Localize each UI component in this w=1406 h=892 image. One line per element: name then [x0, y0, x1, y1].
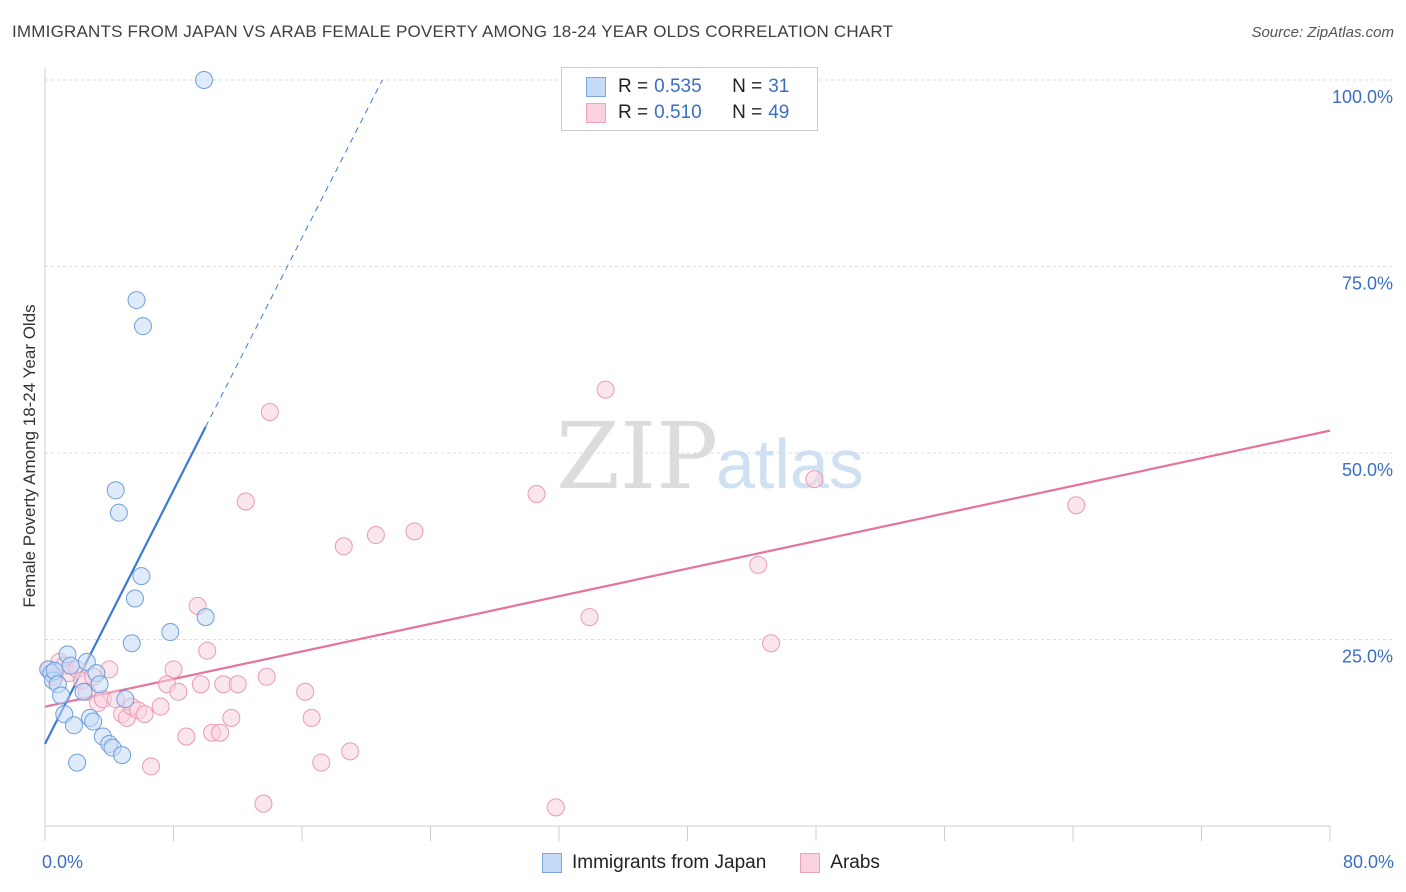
- y-tick-label: 25.0%: [1342, 647, 1393, 667]
- point-japan: [133, 317, 152, 336]
- trend-line-arabs: [44, 429, 1331, 708]
- point-japan: [195, 71, 214, 89]
- legend-n-label: N =: [732, 102, 763, 123]
- series-label-arabs: Arabs: [830, 852, 880, 873]
- point-arabs: [191, 675, 210, 694]
- point-arabs: [366, 526, 385, 545]
- chart-title: IMMIGRANTS FROM JAPAN VS ARAB FEMALE POV…: [12, 22, 894, 41]
- source-label: Source: ZipAtlas.com: [1251, 24, 1394, 41]
- point-japan: [161, 623, 180, 642]
- point-arabs: [546, 798, 565, 817]
- watermark-atlas: atlas: [716, 425, 864, 503]
- point-japan: [68, 753, 87, 772]
- point-japan: [127, 291, 146, 310]
- point-japan: [90, 675, 109, 694]
- y-tick-label: 50.0%: [1342, 460, 1393, 480]
- x-tick-label-max: 80.0%: [1342, 852, 1394, 872]
- point-japan: [109, 503, 128, 522]
- point-arabs: [164, 660, 183, 679]
- legend-r-label: R =: [618, 76, 649, 97]
- point-arabs: [596, 380, 615, 399]
- point-arabs: [296, 682, 315, 701]
- y-tick-label: 75.0%: [1342, 274, 1393, 294]
- point-arabs: [341, 742, 360, 761]
- series-swatch-arabs: [800, 853, 821, 873]
- series-legend: Immigrants from Japan Arabs: [542, 852, 914, 874]
- legend-swatch-arabs: [586, 103, 606, 123]
- point-japan: [113, 746, 132, 765]
- grid-lines: [45, 79, 1393, 640]
- point-arabs: [302, 708, 321, 727]
- series-legend-japan[interactable]: Immigrants from Japan: [542, 852, 766, 874]
- x-tick-label-min: 0.0%: [42, 852, 84, 872]
- point-arabs: [222, 708, 241, 727]
- point-japan: [122, 634, 141, 653]
- point-arabs: [228, 675, 247, 694]
- point-arabs: [142, 757, 161, 776]
- point-arabs: [198, 641, 217, 660]
- legend-row-arabs: R = 0.510 N = 49: [586, 101, 789, 125]
- y-tick-labels: 25.0% 50.0% 75.0% 100.0%: [1332, 87, 1393, 667]
- legend-row-japan: R = 0.535 N = 31: [586, 75, 789, 99]
- point-japan: [74, 682, 93, 701]
- point-japan: [61, 656, 80, 675]
- data-points: [39, 71, 1086, 817]
- series-swatch-japan: [542, 853, 562, 873]
- series-legend-arabs[interactable]: Arabs: [800, 852, 880, 874]
- point-arabs: [135, 705, 154, 724]
- legend-n-value-arabs: 49: [768, 102, 790, 123]
- legend-r-label: R =: [618, 102, 649, 123]
- point-arabs: [236, 492, 255, 511]
- point-japan: [125, 589, 144, 608]
- legend-n-label: N =: [732, 76, 763, 97]
- watermark: ZIP atlas: [556, 403, 864, 510]
- series-label-japan: Immigrants from Japan: [572, 852, 767, 873]
- point-arabs: [762, 634, 781, 653]
- point-arabs: [334, 537, 353, 556]
- point-arabs: [580, 608, 599, 627]
- point-japan: [64, 716, 83, 735]
- point-arabs: [257, 667, 276, 686]
- correlation-legend: R = 0.535 N = 31 R = 0.510 N = 49: [561, 67, 818, 131]
- point-japan: [116, 690, 135, 709]
- trend-line-japan: [44, 426, 207, 745]
- trend-line-japan-extension: [205, 79, 383, 428]
- trend-lines: [44, 79, 1331, 745]
- point-japan: [84, 712, 103, 731]
- point-arabs: [749, 555, 768, 574]
- legend-r-value-japan: 0.535: [654, 76, 702, 97]
- point-japan: [52, 686, 71, 705]
- watermark-zip: ZIP: [556, 403, 718, 510]
- point-arabs: [211, 723, 230, 742]
- point-japan: [132, 567, 151, 586]
- legend-r-value-arabs: 0.510: [654, 102, 702, 123]
- point-arabs: [177, 727, 196, 746]
- point-japan: [196, 608, 215, 627]
- point-arabs: [151, 697, 170, 716]
- point-arabs: [254, 794, 273, 813]
- axes: [44, 68, 1331, 841]
- point-arabs: [527, 485, 546, 504]
- point-arabs: [312, 753, 331, 772]
- legend-swatch-japan: [586, 77, 606, 97]
- point-arabs: [405, 522, 424, 541]
- point-arabs: [1067, 496, 1086, 515]
- point-arabs: [169, 682, 188, 701]
- point-japan: [106, 481, 125, 500]
- point-arabs: [805, 470, 824, 489]
- y-tick-label: 100.0%: [1332, 87, 1393, 107]
- point-arabs: [260, 402, 279, 421]
- legend-n-value-japan: 31: [768, 76, 790, 97]
